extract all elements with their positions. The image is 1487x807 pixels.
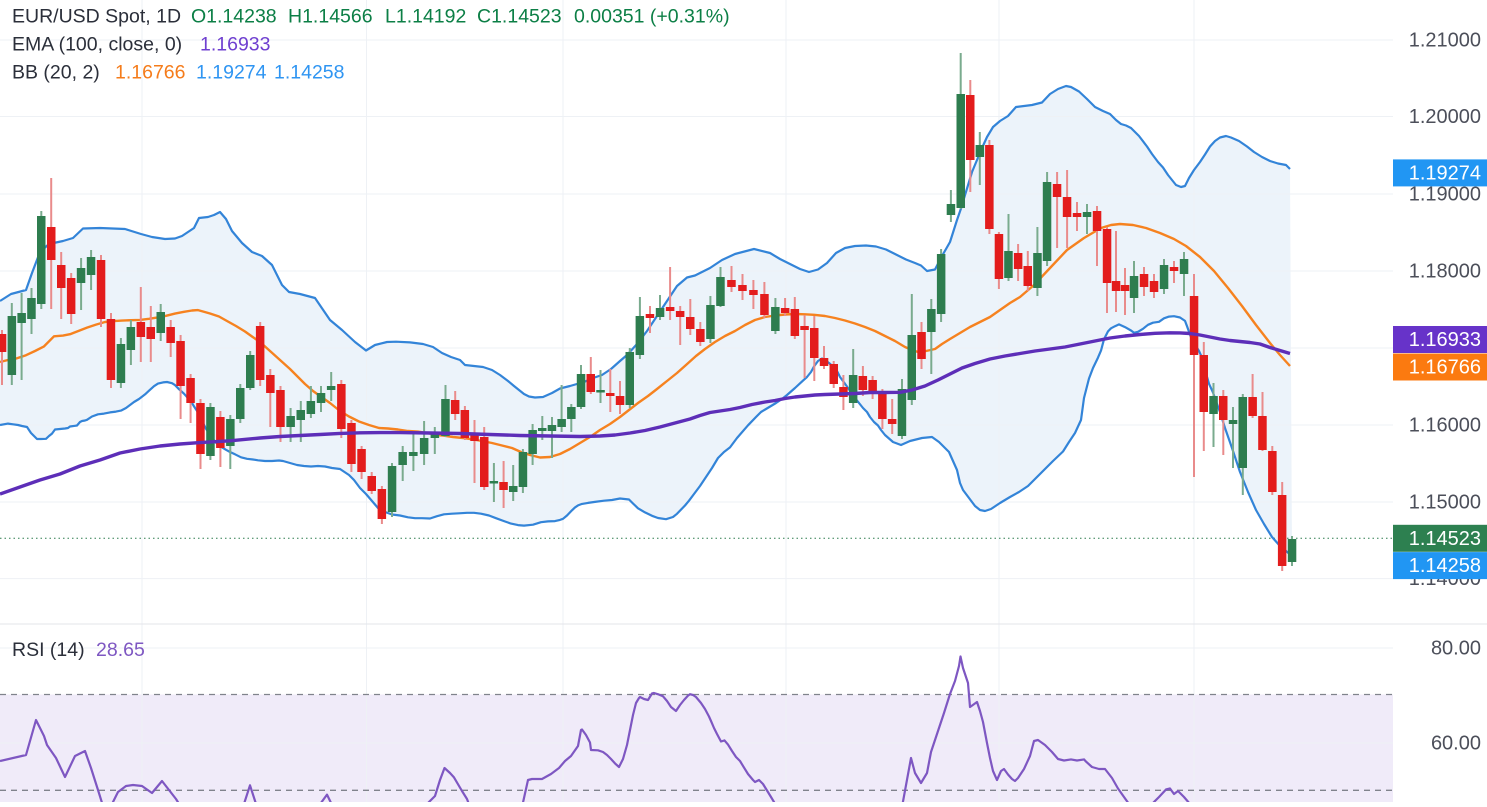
- svg-text:1.21000: 1.21000: [1409, 30, 1481, 52]
- svg-text:1.14258: 1.14258: [274, 62, 345, 84]
- svg-text:1.19274: 1.19274: [196, 62, 267, 84]
- svg-text:1.16933: 1.16933: [200, 34, 271, 56]
- svg-text:O1.14238: O1.14238: [191, 6, 277, 28]
- svg-text:1.19274: 1.19274: [1409, 162, 1481, 184]
- svg-text:80.00: 80.00: [1431, 638, 1481, 660]
- svg-text:EUR/USD Spot, 1D: EUR/USD Spot, 1D: [12, 6, 181, 28]
- svg-text:28.65: 28.65: [96, 639, 145, 661]
- svg-text:1.14258: 1.14258: [1409, 555, 1481, 577]
- svg-text:1.14523: 1.14523: [1409, 528, 1481, 550]
- svg-text:1.16933: 1.16933: [1409, 329, 1481, 351]
- svg-text:1.18000: 1.18000: [1409, 261, 1481, 283]
- svg-text:RSI (14): RSI (14): [12, 639, 85, 661]
- svg-text:BB (20, 2): BB (20, 2): [12, 62, 100, 84]
- svg-text:60.00: 60.00: [1431, 733, 1481, 755]
- svg-text:1.15000: 1.15000: [1409, 492, 1481, 514]
- svg-text:1.19000: 1.19000: [1409, 184, 1481, 206]
- svg-text:1.16000: 1.16000: [1409, 415, 1481, 437]
- svg-text:EMA (100, close, 0): EMA (100, close, 0): [12, 34, 182, 56]
- svg-text:C1.14523: C1.14523: [477, 6, 562, 28]
- svg-text:1.16766: 1.16766: [115, 62, 186, 84]
- svg-text:1.20000: 1.20000: [1409, 106, 1481, 128]
- svg-text:L1.14192: L1.14192: [385, 6, 466, 28]
- svg-text:0.00351 (+0.31%): 0.00351 (+0.31%): [574, 6, 730, 28]
- svg-text:1.16766: 1.16766: [1409, 357, 1481, 379]
- svg-text:H1.14566: H1.14566: [288, 6, 373, 28]
